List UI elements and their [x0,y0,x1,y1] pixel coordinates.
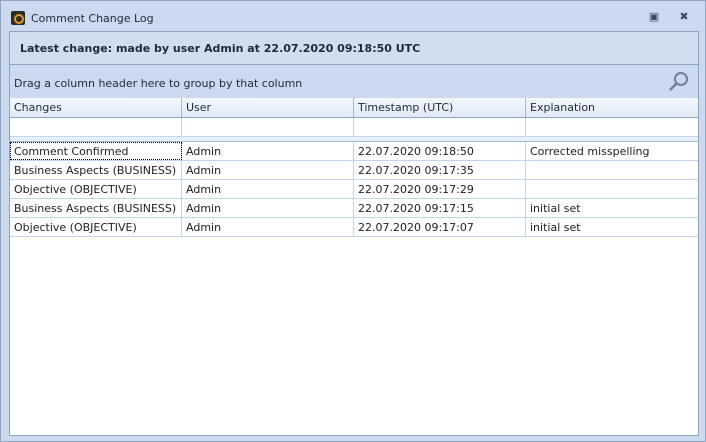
cell-user[interactable]: Admin [182,161,354,179]
latest-change-label: Latest change: made by user Admin at 22.… [10,32,698,65]
cell-user[interactable]: Admin [182,142,354,160]
filter-row [10,118,698,137]
filter-cell-timestamp[interactable] [354,118,526,136]
restore-icon: ▣ [648,10,660,23]
app-logo-icon [11,11,25,25]
filter-cell-changes[interactable] [10,118,182,136]
column-header-changes[interactable]: Changes [10,98,182,117]
cell-timestamp[interactable]: 22.07.2020 09:17:29 [354,180,526,198]
table-row[interactable]: Business Aspects (BUSINESS) Admin 22.07.20… [10,161,698,180]
cell-changes[interactable]: Business Aspects (BUSINESS) [10,161,182,179]
column-header-timestamp[interactable]: Timestamp (UTC) [354,98,526,117]
change-log-grid: Changes User Timestamp (UTC) Explanation… [10,98,698,237]
filter-cell-explanation[interactable] [526,118,698,136]
window-title: Comment Change Log [31,12,154,25]
cell-user[interactable]: Admin [182,218,354,236]
cell-changes[interactable]: Objective (OBJECTIVE) [10,218,182,236]
group-hint: Drag a column header here to group by th… [14,77,303,90]
cell-changes[interactable]: Objective (OBJECTIVE) [10,180,182,198]
cell-timestamp[interactable]: 22.07.2020 09:17:15 [354,199,526,217]
table-row[interactable]: Comment Confirmed Admin 22.07.2020 09:18:5… [10,142,698,161]
title-bar: Comment Change Log ▣ ✖ [1,1,705,31]
cell-explanation[interactable] [526,161,698,179]
content-frame: Latest change: made by user Admin at 22.… [9,31,699,436]
table-row[interactable]: Business Aspects (BUSINESS) Admin 22.07.20… [10,199,698,218]
table-row[interactable]: Objective (OBJECTIVE) Admin 22.07.2020 09:… [10,218,698,237]
filter-cell-user[interactable] [182,118,354,136]
filter-separator [10,137,698,142]
close-button[interactable]: ✖ [677,10,691,24]
table-row[interactable]: Objective (OBJECTIVE) Admin 22.07.2020 09:… [10,180,698,199]
cell-explanation[interactable]: initial set [530,202,581,215]
cell-user[interactable]: Admin [182,180,354,198]
restore-button[interactable]: ▣ [647,10,661,24]
cell-user[interactable]: Admin [182,199,354,217]
cell-timestamp[interactable]: 22.07.2020 09:17:35 [354,161,526,179]
cell-explanation[interactable] [526,180,698,198]
column-header-row: Changes User Timestamp (UTC) Explanation [10,98,698,118]
close-icon: ✖ [679,10,689,23]
cell-timestamp[interactable]: 22.07.2020 09:17:07 [354,218,526,236]
cell-changes[interactable]: Comment Confirmed [10,142,182,160]
cell-changes[interactable]: Business Aspects (BUSINESS) [10,199,182,217]
cell-timestamp[interactable]: 22.07.2020 09:18:50 [354,142,526,160]
cell-explanation[interactable]: Corrected misspelling [530,145,650,158]
group-by-panel[interactable]: Drag a column header here to group by th… [10,65,698,98]
search-icon[interactable] [668,71,690,93]
column-header-explanation[interactable]: Explanation [530,101,596,114]
cell-explanation[interactable]: initial set [530,221,581,234]
column-header-user[interactable]: User [182,98,354,117]
